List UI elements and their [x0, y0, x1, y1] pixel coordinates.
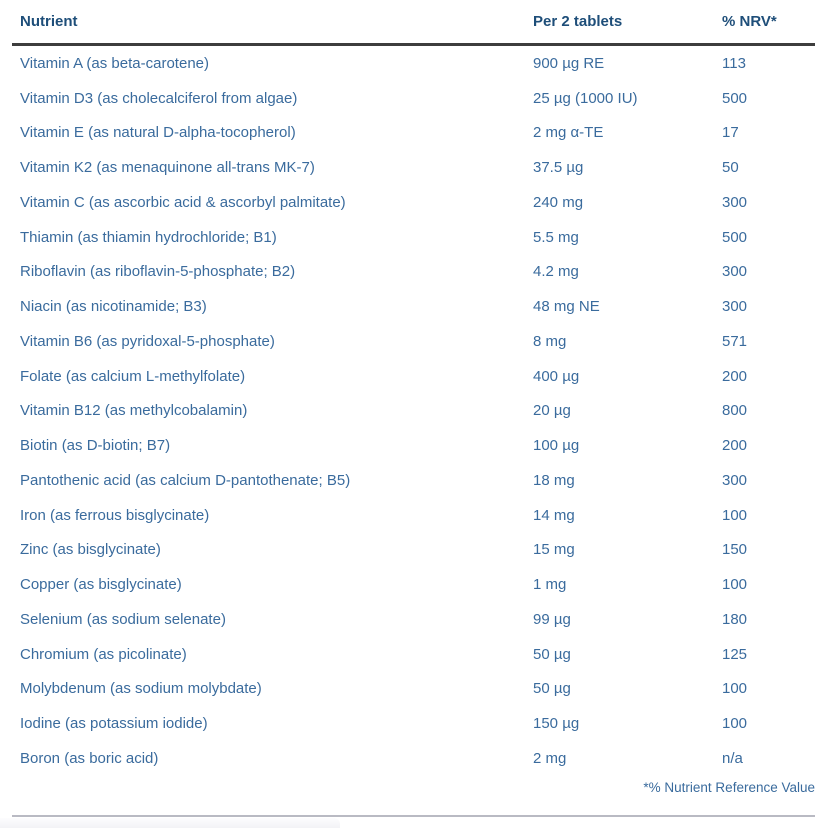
amount-cell: 48 mg NE — [533, 298, 600, 316]
column-header-per-2-tablets: Per 2 tablets — [533, 13, 623, 30]
table-row: Vitamin K2 (as menaquinone all-trans MK-… — [0, 150, 827, 185]
column-header-nutrient: Nutrient — [20, 13, 78, 30]
amount-cell: 99 µg — [533, 610, 571, 628]
nutrient-name-cell: Vitamin B12 (as methylcobalamin) — [20, 402, 248, 420]
table-row: Vitamin C (as ascorbic acid & ascorbyl p… — [0, 185, 827, 220]
nutrient-name-cell: Pantothenic acid (as calcium D-pantothen… — [20, 471, 351, 489]
column-header-nrv: % NRV* — [722, 13, 777, 30]
amount-cell: 8 mg — [533, 332, 567, 350]
amount-cell: 100 µg — [533, 437, 580, 455]
nrv-cell: 300 — [722, 298, 748, 316]
table-row: Iron (as ferrous bisglycinate) 14 mg 100 — [0, 498, 827, 533]
table-row: Molybdenum (as sodium molybdate) 50 µg 100 — [0, 672, 827, 707]
table-row: Zinc (as bisglycinate) 15 mg 150 — [0, 533, 827, 568]
table-row: Vitamin B12 (as methylcobalamin) 20 µg 800 — [0, 394, 827, 429]
table-row: Thiamin (as thiamin hydrochloride; B1) 5.… — [0, 220, 827, 255]
nrv-cell: 800 — [722, 402, 748, 420]
amount-cell: 20 µg — [533, 402, 571, 420]
nrv-cell: 100 — [722, 680, 748, 698]
table-row: Vitamin E (as natural D-alpha-tocopherol… — [0, 116, 827, 151]
table-row: Selenium (as sodium selenate) 99 µg 180 — [0, 602, 827, 637]
header-divider — [12, 43, 815, 46]
nrv-cell: 200 — [722, 367, 748, 385]
nutrient-name-cell: Selenium (as sodium selenate) — [20, 610, 226, 628]
table-row: Boron (as boric acid) 2 mg n/a — [0, 741, 827, 776]
nutrient-name-cell: Folate (as calcium L-methylfolate) — [20, 367, 246, 385]
nrv-cell: 300 — [722, 193, 748, 211]
amount-cell: 15 mg — [533, 541, 575, 559]
nutrient-name-cell: Niacin (as nicotinamide; B3) — [20, 298, 207, 316]
nutrient-name-cell: Vitamin C (as ascorbic acid & ascorbyl p… — [20, 193, 346, 211]
nrv-cell: 500 — [722, 228, 748, 246]
table-row: Copper (as bisglycinate) 1 mg 100 — [0, 567, 827, 602]
nutrient-name-cell: Thiamin (as thiamin hydrochloride; B1) — [20, 228, 277, 246]
table-row: Biotin (as D-biotin; B7) 100 µg 200 — [0, 428, 827, 463]
table-row: Folate (as calcium L-methylfolate) 400 µg… — [0, 359, 827, 394]
amount-cell: 25 µg (1000 IU) — [533, 89, 638, 107]
nrv-cell: 180 — [722, 610, 748, 628]
amount-cell: 150 µg — [533, 715, 580, 733]
amount-cell: 14 mg — [533, 506, 575, 524]
nrv-cell: n/a — [722, 749, 743, 767]
table-body: Vitamin A (as beta-carotene) 900 µg RE 113… — [0, 46, 827, 776]
nrv-cell: 150 — [722, 541, 748, 559]
nrv-cell: 500 — [722, 89, 748, 107]
nutrient-name-cell: Molybdenum (as sodium molybdate) — [20, 680, 262, 698]
table-row: Vitamin B6 (as pyridoxal-5-phosphate) 8 m… — [0, 324, 827, 359]
nrv-footnote: *% Nutrient Reference Value — [643, 779, 815, 795]
table-row: Vitamin D3 (as cholecalciferol from alga… — [0, 81, 827, 116]
table-row: Vitamin A (as beta-carotene) 900 µg RE 113 — [0, 46, 827, 81]
nrv-cell: 300 — [722, 471, 748, 489]
nutrient-name-cell: Iron (as ferrous bisglycinate) — [20, 506, 210, 524]
next-section-edge — [0, 817, 340, 828]
amount-cell: 50 µg — [533, 645, 571, 663]
nutrient-name-cell: Copper (as bisglycinate) — [20, 576, 182, 594]
nutrient-name-cell: Vitamin B6 (as pyridoxal-5-phosphate) — [20, 332, 275, 350]
nrv-cell: 300 — [722, 263, 748, 281]
table-row: Chromium (as picolinate) 50 µg 125 — [0, 637, 827, 672]
amount-cell: 400 µg — [533, 367, 580, 385]
nutrient-name-cell: Vitamin D3 (as cholecalciferol from alga… — [20, 89, 298, 107]
amount-cell: 2 mg α-TE — [533, 124, 604, 142]
nutrient-name-cell: Vitamin K2 (as menaquinone all-trans MK-… — [20, 159, 315, 177]
table-row: Riboflavin (as riboflavin-5-phosphate; B… — [0, 255, 827, 290]
amount-cell: 2 mg — [533, 749, 567, 767]
amount-cell: 240 mg — [533, 193, 584, 211]
nrv-cell: 100 — [722, 506, 748, 524]
amount-cell: 4.2 mg — [533, 263, 579, 281]
table-row: Iodine (as potassium iodide) 150 µg 100 — [0, 706, 827, 741]
nutrient-name-cell: Boron (as boric acid) — [20, 749, 159, 767]
nrv-cell: 571 — [722, 332, 748, 350]
nutrient-name-cell: Vitamin A (as beta-carotene) — [20, 54, 209, 72]
nutrient-name-cell: Chromium (as picolinate) — [20, 645, 187, 663]
nutrient-name-cell: Vitamin E (as natural D-alpha-tocopherol… — [20, 124, 296, 142]
bottom-divider — [12, 814, 815, 817]
nrv-cell: 100 — [722, 715, 748, 733]
amount-cell: 900 µg RE — [533, 54, 605, 72]
nrv-cell: 50 — [722, 159, 739, 177]
amount-cell: 50 µg — [533, 680, 571, 698]
nutrient-name-cell: Zinc (as bisglycinate) — [20, 541, 161, 559]
table-row: Niacin (as nicotinamide; B3) 48 mg NE 300 — [0, 289, 827, 324]
nrv-cell: 17 — [722, 124, 739, 142]
amount-cell: 1 mg — [533, 576, 567, 594]
nrv-cell: 100 — [722, 576, 748, 594]
table-header-row: Nutrient Per 2 tablets % NRV* — [0, 0, 827, 43]
amount-cell: 5.5 mg — [533, 228, 579, 246]
nutrient-name-cell: Iodine (as potassium iodide) — [20, 715, 208, 733]
nutrient-name-cell: Riboflavin (as riboflavin-5-phosphate; B… — [20, 263, 296, 281]
nutrient-name-cell: Biotin (as D-biotin; B7) — [20, 437, 171, 455]
nrv-cell: 125 — [722, 645, 748, 663]
amount-cell: 18 mg — [533, 471, 575, 489]
amount-cell: 37.5 µg — [533, 159, 584, 177]
nrv-cell: 200 — [722, 437, 748, 455]
nrv-cell: 113 — [722, 54, 746, 72]
table-row: Pantothenic acid (as calcium D-pantothen… — [0, 463, 827, 498]
